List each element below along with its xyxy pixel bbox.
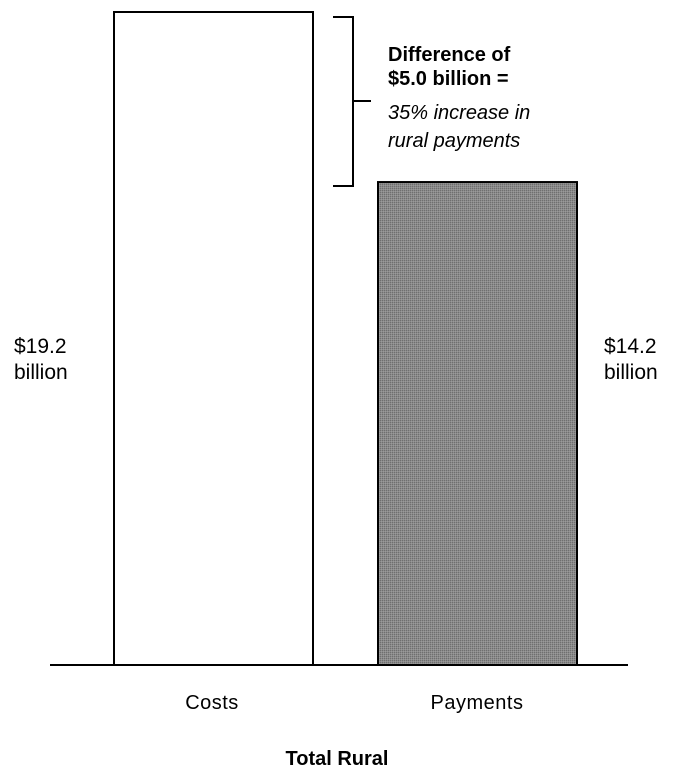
annotation-line-3: 35% increase in (388, 102, 530, 124)
annotation-line-1: Difference of (388, 44, 511, 66)
bar-payments (377, 181, 578, 666)
costs-value-unit: billion (14, 361, 68, 384)
difference-bracket (333, 16, 371, 187)
category-label-payments: Payments (431, 692, 524, 714)
bar-costs (113, 11, 314, 666)
annotation-line-4: rural payments (388, 130, 520, 152)
x-axis-label: Total Rural (286, 748, 389, 770)
annotation-line-2: $5.0 billion = (388, 68, 509, 90)
payments-value-unit: billion (604, 361, 658, 384)
category-label-costs: Costs (185, 692, 239, 714)
payments-value-label: $14.2 (604, 335, 657, 358)
costs-value-label: $19.2 (14, 335, 67, 358)
